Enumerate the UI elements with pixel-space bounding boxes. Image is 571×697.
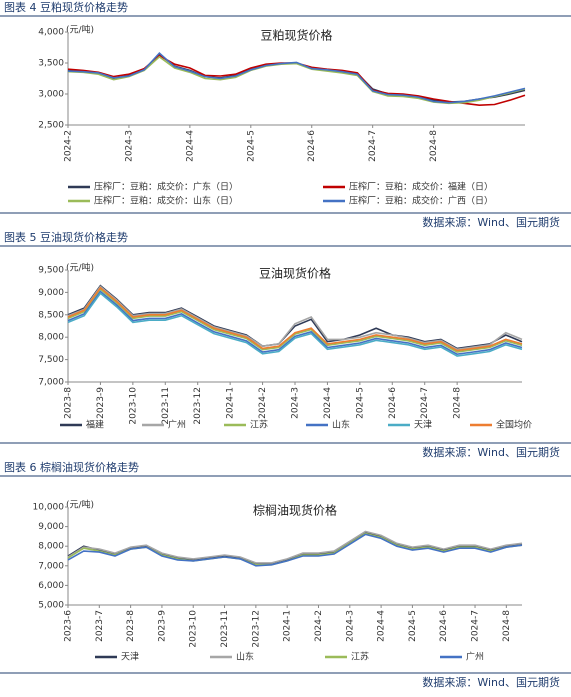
x-tick-label: 2024-8 — [453, 387, 463, 419]
y-tick-label: 7,500 — [38, 355, 64, 365]
x-tick-label: 2024-6 — [439, 610, 449, 642]
series-line — [67, 55, 526, 105]
x-tick-label: 2023-8 — [64, 387, 74, 419]
legend-label: 广州 — [168, 419, 186, 431]
series-line — [67, 285, 523, 351]
source-note: 数据来源：Wind、国元期货 — [422, 675, 560, 689]
x-tick-label: 2024-6 — [388, 387, 398, 419]
y-tick-label: 7,000 — [38, 378, 64, 388]
y-unit: (元/吨) — [66, 499, 94, 511]
legend-label: 压榨厂：豆粕：成交价：广西（日） — [349, 195, 493, 207]
chart-title: 棕榈油现货价格 — [253, 503, 337, 518]
x-tick-label: 2024-2 — [258, 387, 268, 419]
series-line — [67, 531, 523, 565]
x-tick-label: 2024-5 — [355, 387, 365, 419]
x-tick-label: 2024-5 — [408, 610, 418, 642]
y-tick-label: 8,000 — [38, 542, 64, 552]
figure-caption: 图表 4 豆粕现货价格走势 — [4, 0, 128, 14]
series-line — [67, 530, 523, 564]
y-tick-label: 8,500 — [38, 310, 64, 320]
x-tick-label: 2023-11 — [220, 610, 230, 648]
x-tick-label: 2024-7 — [471, 610, 481, 642]
x-tick-label: 2024-2 — [314, 610, 324, 642]
y-tick-label: 3,500 — [38, 59, 64, 69]
x-tick-label: 2023-6 — [64, 610, 74, 642]
y-tick-label: 3,000 — [38, 90, 64, 100]
legend-label: 压榨厂：豆粕：成交价：福建（日） — [349, 181, 493, 193]
y-unit: (元/吨) — [66, 262, 94, 274]
y-tick-label: 5,000 — [38, 601, 64, 611]
x-tick-label: 2024-1 — [283, 610, 293, 642]
x-tick-label: 2024-6 — [307, 130, 317, 162]
y-tick-label: 6,000 — [38, 581, 64, 591]
figure-caption: 图表 5 豆油现货价格走势 — [4, 230, 128, 244]
series-line — [67, 290, 523, 356]
y-tick-label: 9,000 — [38, 522, 64, 532]
legend-label: 全国均价 — [496, 419, 532, 431]
y-tick-label: 4,000 — [38, 28, 64, 38]
legend-label: 江苏 — [351, 651, 369, 663]
legend-label: 天津 — [414, 420, 432, 431]
y-tick-label: 7,000 — [38, 561, 64, 571]
legend-label: 山东 — [332, 419, 350, 431]
legend-label: 福建 — [86, 419, 104, 431]
series-line — [67, 51, 526, 104]
series-line — [67, 292, 523, 357]
x-tick-label: 2023-9 — [96, 387, 106, 419]
legend-label: 压榨厂：豆粕：成交价：广东（日） — [94, 181, 238, 193]
series-line — [67, 53, 526, 103]
x-tick-label: 2024-2 — [64, 130, 74, 162]
x-tick-label: 2023-12 — [193, 387, 203, 425]
x-tick-label: 2024-3 — [291, 387, 301, 419]
x-tick-label: 2023-11 — [161, 387, 171, 425]
source-note: 数据来源：Wind、国元期货 — [422, 445, 560, 459]
figure-caption: 图表 6 棕榈油现货价格走势 — [4, 460, 139, 474]
chart-title: 豆油现货价格 — [259, 266, 331, 281]
legend-label: 广州 — [466, 651, 484, 663]
y-tick-label: 9,000 — [38, 288, 64, 298]
source-note: 数据来源：Wind、国元期货 — [422, 215, 560, 229]
x-tick-label: 2024-8 — [429, 130, 439, 162]
y-tick-label: 8,000 — [38, 333, 64, 343]
x-tick-label: 2024-3 — [345, 610, 355, 642]
x-tick-label: 2024-8 — [502, 610, 512, 642]
y-unit: (元/吨) — [66, 24, 94, 36]
series-line — [67, 533, 523, 567]
y-tick-label: 9,500 — [38, 266, 64, 276]
x-tick-label: 2024-1 — [226, 387, 236, 419]
series-line — [67, 286, 523, 352]
x-tick-label: 2024-3 — [124, 130, 134, 162]
x-tick-label: 2024-4 — [323, 387, 333, 419]
x-tick-label: 2023-8 — [126, 610, 136, 642]
x-tick-label: 2023-7 — [95, 610, 105, 642]
x-tick-label: 2023-9 — [157, 610, 167, 642]
legend-label: 天津 — [121, 652, 139, 663]
x-tick-label: 2023-10 — [128, 387, 138, 425]
y-tick-label: 10,000 — [33, 503, 65, 513]
x-tick-label: 2024-5 — [246, 130, 256, 162]
x-tick-label: 2024-4 — [377, 610, 387, 642]
chart-title: 豆粕现货价格 — [260, 28, 332, 43]
x-tick-label: 2024-4 — [185, 130, 195, 162]
y-tick-label: 2,500 — [38, 121, 64, 131]
legend-label: 压榨厂：豆粕：成交价：山东（日） — [94, 195, 238, 207]
x-tick-label: 2024-7 — [420, 387, 430, 419]
x-tick-label: 2024-7 — [368, 130, 378, 162]
x-tick-label: 2023-10 — [189, 610, 199, 648]
x-tick-label: 2023-12 — [251, 610, 261, 648]
series-line — [67, 288, 523, 353]
legend-label: 江苏 — [250, 419, 268, 431]
legend-label: 山东 — [236, 651, 254, 663]
